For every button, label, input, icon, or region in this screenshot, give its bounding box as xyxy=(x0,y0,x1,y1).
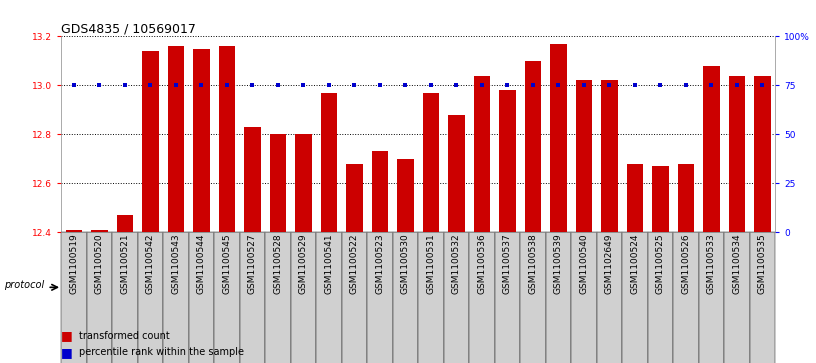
Bar xyxy=(117,215,133,232)
Bar xyxy=(729,76,745,232)
Bar xyxy=(575,81,592,232)
Bar xyxy=(469,232,494,363)
Bar xyxy=(112,232,138,363)
Bar xyxy=(167,46,184,232)
Bar xyxy=(444,232,469,363)
Bar xyxy=(546,232,571,363)
Bar xyxy=(571,232,596,363)
Text: transformed count: transformed count xyxy=(79,331,170,341)
Bar xyxy=(494,232,520,363)
Bar xyxy=(627,164,643,232)
Bar xyxy=(214,232,240,363)
Bar xyxy=(750,232,775,363)
Bar xyxy=(499,90,516,232)
Bar xyxy=(244,127,261,232)
Bar xyxy=(520,232,546,363)
Bar xyxy=(703,66,720,232)
Bar xyxy=(622,232,648,363)
Bar xyxy=(652,166,669,232)
Bar xyxy=(65,230,82,232)
Bar xyxy=(91,230,108,232)
Bar xyxy=(269,134,286,232)
Bar xyxy=(448,115,465,232)
Text: protocol: protocol xyxy=(4,280,44,290)
Bar xyxy=(698,232,724,363)
Bar xyxy=(371,151,388,232)
Bar xyxy=(240,232,265,363)
Bar xyxy=(423,93,439,232)
Bar xyxy=(346,164,363,232)
Bar xyxy=(138,232,163,363)
Text: GDS4835 / 10569017: GDS4835 / 10569017 xyxy=(61,22,196,35)
Bar xyxy=(61,232,86,363)
Bar xyxy=(265,232,290,363)
Bar xyxy=(188,232,214,363)
Bar xyxy=(295,134,312,232)
Bar xyxy=(754,76,771,232)
Text: percentile rank within the sample: percentile rank within the sample xyxy=(79,347,244,357)
Bar xyxy=(673,232,698,363)
Bar xyxy=(163,232,188,363)
Bar xyxy=(601,81,618,232)
Bar xyxy=(193,49,210,232)
Bar xyxy=(525,61,541,232)
Bar xyxy=(648,232,673,363)
Bar xyxy=(219,46,235,232)
Bar xyxy=(290,232,316,363)
Bar xyxy=(367,232,392,363)
Text: ■: ■ xyxy=(61,346,73,359)
Bar xyxy=(473,76,490,232)
Bar xyxy=(342,232,367,363)
Bar xyxy=(86,232,112,363)
Bar xyxy=(550,44,567,232)
Bar xyxy=(397,159,414,232)
Bar xyxy=(316,232,342,363)
Bar xyxy=(677,164,694,232)
Bar xyxy=(596,232,622,363)
Bar xyxy=(724,232,750,363)
Bar xyxy=(418,232,444,363)
Text: ■: ■ xyxy=(61,329,73,342)
Bar xyxy=(142,51,159,232)
Bar xyxy=(321,93,337,232)
Bar xyxy=(392,232,418,363)
